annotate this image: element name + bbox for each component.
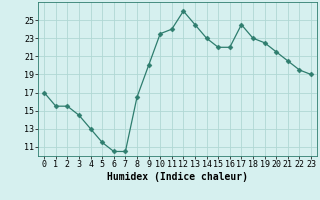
X-axis label: Humidex (Indice chaleur): Humidex (Indice chaleur) [107,172,248,182]
